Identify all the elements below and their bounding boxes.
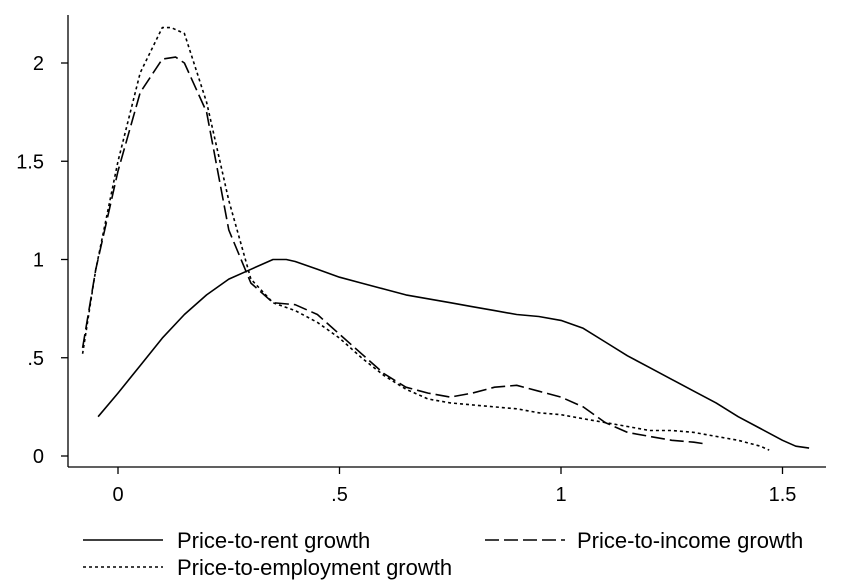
- y-tick-label: 2: [33, 53, 44, 75]
- legend-label-income: Price-to-income growth: [577, 528, 803, 553]
- series-line-employment: [81, 26, 770, 451]
- y-tick-label: 1.5: [16, 151, 44, 173]
- legend-label-rent: Price-to-rent growth: [177, 528, 370, 553]
- series-line-rent: [97, 258, 810, 449]
- legend: Price-to-rent growth Price-to-income gro…: [83, 528, 803, 580]
- legend-label-employment: Price-to-employment growth: [177, 555, 452, 580]
- series-line-income: [81, 56, 708, 445]
- axes: 0 .5 1 1.5 2 0 .5 1 1.5: [16, 15, 826, 506]
- x-ticks: 0 .5 1 1.5: [112, 467, 796, 506]
- x-tick-label: 0: [112, 484, 123, 506]
- series-group: [81, 26, 810, 451]
- x-tick-label: .5: [331, 484, 348, 506]
- x-tick-label: 1: [555, 484, 566, 506]
- x-tick-label: 1.5: [769, 484, 797, 506]
- y-tick-label: 1: [33, 250, 44, 272]
- y-ticks: 0 .5 1 1.5 2: [16, 53, 68, 468]
- y-tick-label: 0: [33, 446, 44, 468]
- y-tick-label: .5: [27, 348, 44, 370]
